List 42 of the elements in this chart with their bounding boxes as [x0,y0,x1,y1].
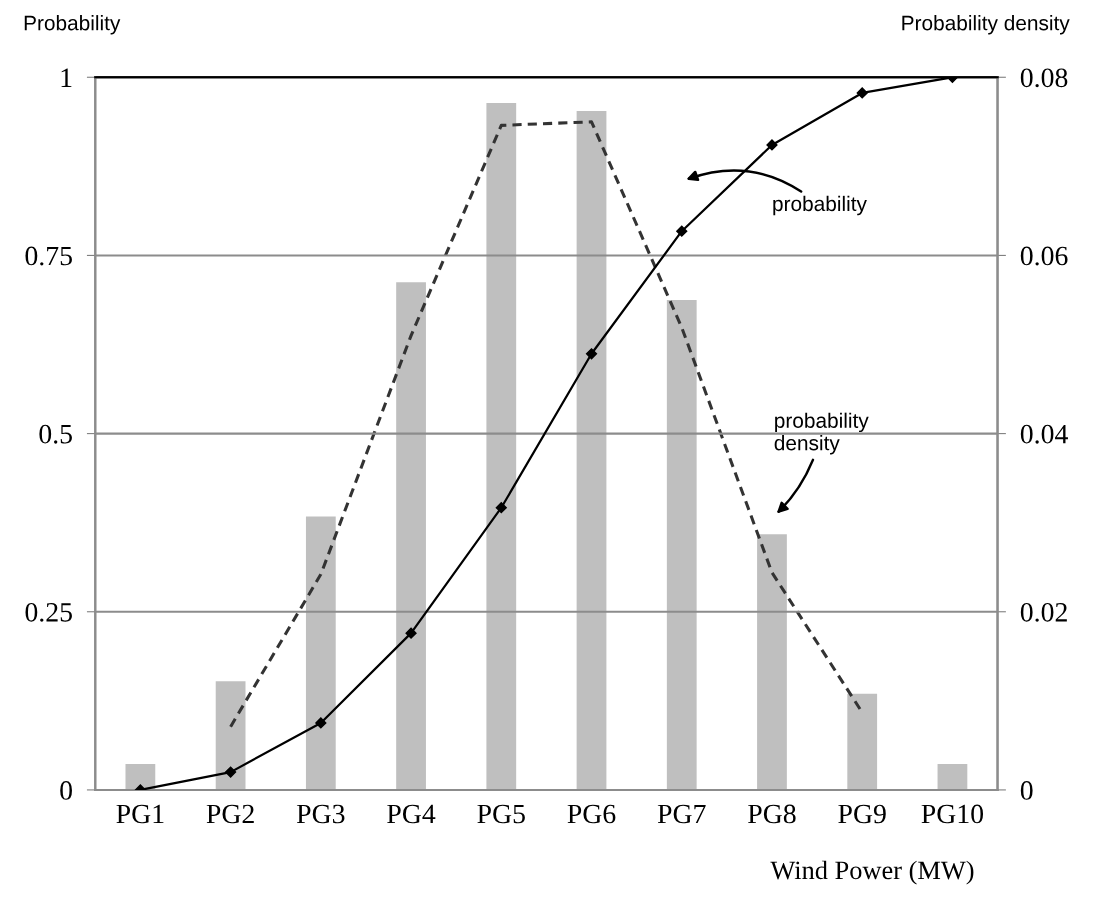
y2-tick-label: 0.06 [1020,246,1068,266]
y-tick-label: 1 [61,68,72,87]
bar [396,282,426,790]
y-tick-label: 0.75 [25,246,72,266]
x-tick-label: PG6 [567,804,616,824]
y2-tick-label: 0.04 [1020,424,1068,444]
point [856,87,868,99]
annotation: probability density [774,412,869,455]
y-tick-label: 0 [60,781,72,800]
x-tick-label: PG5 [477,804,525,824]
point [405,627,417,639]
annotation: probability [773,195,867,216]
y2-tick-label: 0.02 [1020,602,1067,622]
bar [757,534,787,790]
bar [847,693,878,790]
x-tick-label: PG7 [657,804,706,824]
bar [666,299,697,790]
y2-tick-label: 0.08 [1020,68,1068,88]
bar [215,681,246,790]
x-tick-label: PG1 [116,804,164,824]
y2-axis-title: Probability density [902,15,1070,35]
x-tick-label: PG10 [921,804,984,824]
y-axis-title: Probability [24,15,121,35]
bar [937,764,968,790]
bar [305,516,336,790]
bar [125,764,156,790]
x-tick-label: PG8 [748,804,796,824]
point [676,225,688,237]
y-tick-label: 0.5 [39,424,72,444]
x-tick-label: PG3 [296,804,345,824]
x-tick-label: PG9 [838,804,886,824]
bar [486,103,517,790]
x-tick-label: PG4 [387,804,436,824]
point [315,717,327,729]
point [495,502,507,514]
y-tick-label: 0.25 [25,602,72,622]
x-axis-title: Wind Power (MW) [770,860,974,885]
point [225,766,237,778]
y2-tick-label: 0 [1020,781,1033,800]
x-tick-label: PG2 [206,804,254,824]
bar [576,111,607,790]
point [585,348,598,360]
